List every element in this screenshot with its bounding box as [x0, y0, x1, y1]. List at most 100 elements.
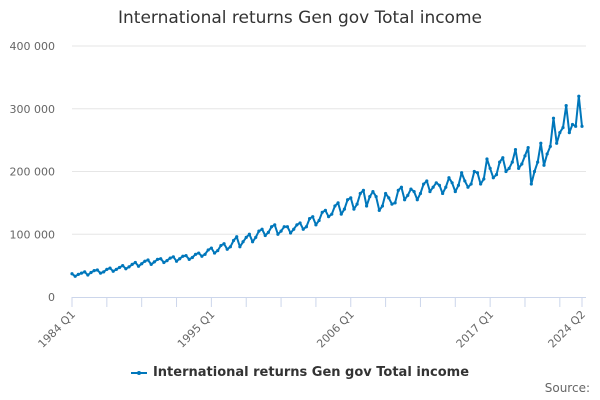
data-point	[349, 196, 353, 200]
data-point	[314, 223, 318, 227]
data-point	[460, 171, 464, 175]
data-point	[475, 171, 480, 175]
data-point	[352, 207, 356, 211]
data-point	[174, 259, 179, 263]
data-point	[374, 195, 378, 199]
data-point	[263, 233, 267, 238]
data-point	[520, 162, 524, 166]
data-point	[143, 259, 147, 263]
data-point	[466, 185, 470, 189]
legend-item[interactable]: International returns Gen gov Total inco…	[0, 365, 600, 380]
data-point	[149, 262, 153, 266]
data-point	[479, 182, 483, 186]
data-point	[364, 204, 369, 208]
data-point	[545, 152, 549, 156]
data-point	[152, 260, 156, 264]
data-point	[548, 144, 552, 148]
data-point	[390, 202, 394, 206]
legend-label: International returns Gen gov Total inco…	[152, 365, 470, 380]
data-point	[488, 166, 492, 170]
y-tick-label: 200 000	[10, 166, 56, 179]
data-point	[513, 147, 518, 152]
data-point	[165, 259, 169, 263]
data-point	[269, 225, 274, 229]
data-point	[193, 252, 198, 256]
data-point	[564, 104, 568, 108]
data-point	[187, 257, 191, 261]
data-point	[504, 169, 508, 174]
data-point	[282, 225, 286, 229]
data-point	[393, 201, 397, 205]
source-label: Source:	[544, 381, 590, 395]
data-point	[326, 215, 331, 219]
data-point	[95, 268, 99, 272]
data-point	[70, 272, 74, 276]
data-point	[517, 166, 521, 170]
y-tick-label: 0	[48, 291, 55, 304]
data-point	[510, 160, 514, 164]
data-point	[361, 188, 366, 192]
data-point	[117, 265, 122, 270]
data-point	[111, 269, 115, 273]
data-point	[273, 223, 277, 227]
data-point	[450, 181, 454, 185]
data-point	[197, 251, 201, 255]
data-point	[266, 230, 270, 234]
data-point	[247, 232, 251, 236]
y-tick-label: 400 000	[10, 40, 56, 53]
data-point	[428, 189, 432, 194]
data-point	[387, 196, 391, 200]
data-point	[136, 264, 141, 268]
data-point	[133, 260, 137, 265]
data-point	[295, 223, 299, 227]
data-point	[228, 245, 232, 249]
data-point	[288, 231, 293, 235]
data-point	[577, 94, 581, 98]
x-tick-label: 2024 Q2	[546, 308, 589, 351]
data-point	[529, 182, 533, 186]
data-point	[216, 248, 220, 253]
data-point	[403, 198, 407, 202]
data-point	[570, 122, 575, 127]
data-point	[555, 141, 559, 145]
data-point	[336, 201, 340, 205]
data-point	[105, 267, 109, 271]
data-point	[260, 227, 264, 231]
data-point	[73, 274, 77, 278]
data-point	[434, 181, 438, 185]
data-point	[396, 188, 400, 192]
data-point	[368, 195, 372, 199]
data-point	[124, 267, 128, 271]
data-point	[225, 247, 229, 251]
data-point	[472, 169, 476, 174]
data-point	[491, 176, 495, 180]
data-point	[307, 216, 312, 221]
data-point	[171, 255, 175, 259]
data-point	[209, 246, 213, 250]
data-point	[121, 264, 125, 268]
data-point	[415, 198, 419, 202]
data-point	[244, 235, 248, 239]
y-tick-label: 100 000	[10, 228, 56, 241]
data-point	[219, 243, 223, 248]
chart-title: International returns Gen gov Total inco…	[118, 8, 482, 28]
data-point	[250, 240, 255, 244]
series-line	[71, 95, 583, 278]
data-point	[437, 183, 442, 187]
data-point	[222, 242, 226, 246]
data-point	[231, 238, 236, 243]
data-point	[561, 125, 565, 130]
data-point	[456, 183, 461, 187]
y-tick-label: 300 000	[10, 103, 56, 116]
data-point	[200, 254, 204, 258]
data-point	[409, 187, 413, 191]
data-point	[444, 185, 448, 189]
data-point	[108, 266, 112, 270]
data-point	[301, 227, 305, 231]
data-point	[453, 189, 457, 194]
x-tick-label: 2006 Q1	[314, 308, 357, 351]
data-point	[190, 255, 194, 260]
data-point	[482, 177, 486, 181]
data-point	[574, 124, 578, 128]
data-point	[422, 182, 426, 186]
